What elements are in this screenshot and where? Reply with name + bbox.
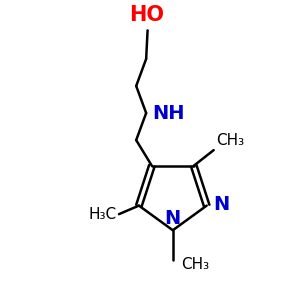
Text: N: N	[213, 195, 229, 214]
Text: HO: HO	[129, 5, 164, 25]
Text: N: N	[165, 209, 181, 228]
Text: CH₃: CH₃	[216, 133, 244, 148]
Text: CH₃: CH₃	[182, 257, 209, 272]
Text: H₃C: H₃C	[88, 207, 117, 222]
Text: NH: NH	[152, 103, 185, 122]
